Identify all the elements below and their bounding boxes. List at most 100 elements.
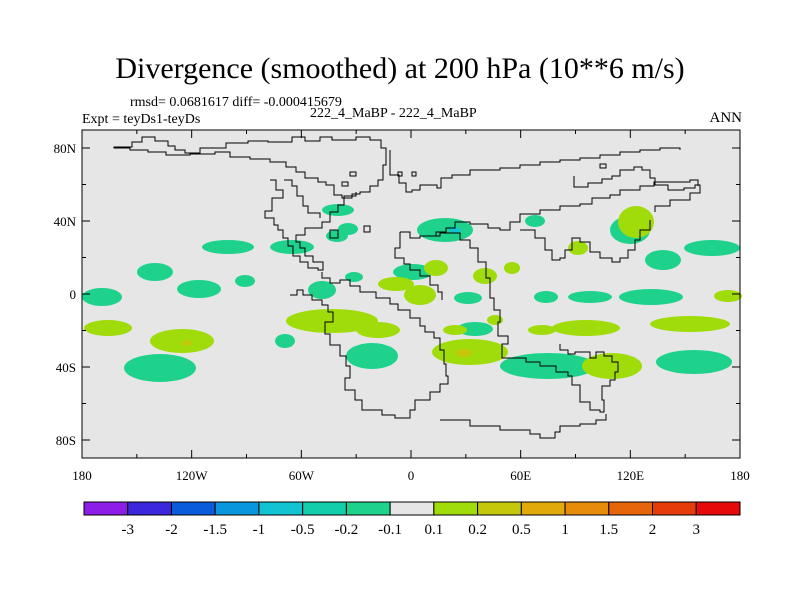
longitude-axis: 180 120W 60W 0 60E 120E 180 bbox=[72, 130, 750, 483]
positive-anomaly bbox=[568, 241, 588, 255]
field-shading bbox=[82, 204, 742, 382]
lat-label: 80S bbox=[56, 433, 76, 448]
stats-text: rmsd= 0.0681617 diff= -0.000415679 bbox=[130, 95, 342, 110]
positive-anomaly bbox=[504, 262, 520, 274]
positive-anomaly bbox=[356, 322, 400, 338]
negative-anomaly bbox=[177, 280, 221, 298]
colorbar-label: -0.2 bbox=[335, 522, 359, 538]
colorbar-swatch bbox=[258, 501, 304, 516]
positive-anomaly bbox=[404, 285, 436, 305]
latitude-axis: 80N 40N 0 40S 80S bbox=[54, 141, 740, 448]
lon-label: 120W bbox=[176, 468, 209, 483]
positive-anomaly-core bbox=[456, 349, 472, 357]
negative-anomaly bbox=[534, 291, 558, 303]
island-outline bbox=[341, 181, 349, 187]
colorbar-label: 3 bbox=[693, 522, 701, 538]
island-outline bbox=[411, 171, 417, 177]
eurasia-south-outline bbox=[420, 179, 699, 237]
colorbar-swatch bbox=[433, 501, 479, 516]
colorbar-label: 1.5 bbox=[599, 522, 618, 538]
positive-anomaly bbox=[378, 277, 414, 291]
colorbar-swatch bbox=[564, 501, 610, 516]
lat-label: 80N bbox=[54, 141, 77, 156]
positive-anomaly bbox=[84, 320, 132, 336]
west-africa-outline bbox=[394, 232, 443, 300]
north-america-outline bbox=[264, 179, 357, 271]
experiment-label: Expt = teyDs1-teyDs bbox=[82, 112, 201, 127]
colorbar-swatch bbox=[214, 501, 260, 516]
colorbar-swatch bbox=[520, 501, 566, 516]
island-outline bbox=[349, 171, 357, 177]
colorbar-swatch bbox=[170, 501, 216, 516]
colorbar-label: 1 bbox=[561, 522, 569, 538]
colorbar-swatch bbox=[345, 501, 391, 516]
positive-anomaly bbox=[552, 320, 620, 336]
negative-anomaly bbox=[568, 291, 612, 303]
colorbar-label: -2 bbox=[165, 522, 178, 538]
colorbar-label: 0.1 bbox=[424, 522, 443, 538]
antarctica-outline bbox=[440, 414, 607, 439]
hudson-outline bbox=[284, 179, 321, 218]
negative-anomaly bbox=[124, 354, 196, 382]
lon-label: 0 bbox=[408, 468, 415, 483]
island-outline bbox=[363, 225, 371, 233]
negative-anomaly bbox=[684, 240, 740, 256]
positive-anomaly bbox=[582, 353, 642, 379]
negative-anomaly bbox=[346, 343, 398, 369]
colorbar-swatch bbox=[302, 501, 347, 516]
south-asia-outline bbox=[520, 220, 651, 263]
colorbar-label: -3 bbox=[121, 522, 134, 538]
negative-anomaly bbox=[270, 240, 314, 254]
island-outline bbox=[329, 229, 339, 239]
positive-anomaly-core bbox=[182, 340, 192, 346]
lon-label: 180 bbox=[72, 468, 92, 483]
colorbar-swatch bbox=[477, 501, 522, 516]
plot-title: Divergence (smoothed) at 200 hPa (10**6 … bbox=[115, 52, 685, 85]
colorbar-label: -1.5 bbox=[203, 522, 227, 538]
negative-anomaly bbox=[645, 250, 681, 270]
colorbar: -3 -2 -1.5 -1 -0.5 -0.2 -0.1 0.1 0.2 0.5 1 1.5 2 3 bbox=[83, 501, 741, 538]
colorbar-swatch bbox=[695, 501, 741, 516]
colorbar-swatch bbox=[652, 501, 697, 516]
positive-anomaly bbox=[150, 329, 214, 353]
positive-anomaly bbox=[487, 315, 503, 325]
positive-anomaly bbox=[443, 325, 467, 335]
siberia-outline bbox=[573, 166, 701, 212]
positive-anomaly bbox=[618, 206, 654, 238]
colorbar-label: 2 bbox=[649, 522, 657, 538]
colorbar-label: 0.2 bbox=[468, 522, 487, 538]
africa-outline bbox=[400, 231, 619, 413]
positive-anomaly bbox=[714, 290, 742, 302]
lat-label: 40S bbox=[56, 360, 76, 375]
lon-label: 60E bbox=[510, 468, 531, 483]
negative-anomaly bbox=[275, 334, 295, 348]
eurasia-north-outline bbox=[389, 147, 681, 193]
lon-label: 180 bbox=[730, 468, 750, 483]
colorbar-swatch bbox=[389, 501, 435, 516]
positive-anomaly bbox=[473, 268, 497, 284]
positive-anomaly bbox=[424, 260, 448, 276]
colorbar-swatch bbox=[127, 501, 172, 516]
colorbar-swatch bbox=[608, 501, 654, 516]
negative-anomaly bbox=[235, 275, 255, 287]
case-label: 222_4_MaBP - 222_4_MaBP bbox=[310, 106, 477, 121]
island-outline bbox=[599, 163, 607, 169]
colorbar-swatch bbox=[83, 501, 129, 516]
island-outline bbox=[397, 171, 403, 177]
greenland-outline bbox=[113, 136, 387, 199]
colorbar-label: 0.5 bbox=[512, 522, 531, 538]
negative-anomaly bbox=[454, 292, 482, 304]
negative-anomaly bbox=[82, 288, 122, 306]
continent-outlines bbox=[113, 136, 701, 439]
positive-anomaly bbox=[650, 316, 730, 332]
negative-anomaly bbox=[338, 223, 358, 235]
south-america-outline bbox=[290, 272, 449, 419]
lat-label: 40N bbox=[54, 214, 77, 229]
lon-label: 60W bbox=[289, 468, 315, 483]
colorbar-label: -0.1 bbox=[378, 522, 402, 538]
negative-anomaly bbox=[656, 350, 732, 374]
negative-anomaly bbox=[202, 240, 254, 254]
negative-anomaly bbox=[137, 263, 173, 281]
period-label: ANN bbox=[709, 110, 743, 126]
